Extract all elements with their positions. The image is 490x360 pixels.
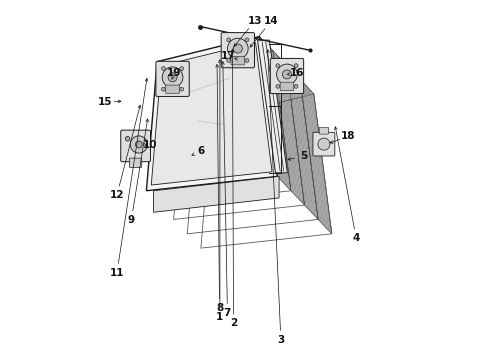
FancyBboxPatch shape	[156, 61, 189, 96]
Circle shape	[245, 38, 249, 42]
Circle shape	[277, 64, 297, 85]
Text: 12: 12	[110, 190, 124, 200]
Circle shape	[227, 38, 248, 59]
Text: 5: 5	[300, 151, 307, 161]
Polygon shape	[147, 37, 277, 191]
Polygon shape	[259, 37, 291, 191]
Text: 8: 8	[216, 303, 223, 313]
Polygon shape	[153, 176, 279, 212]
Text: 16: 16	[290, 68, 304, 78]
Text: 3: 3	[277, 334, 285, 345]
Circle shape	[130, 136, 147, 153]
Polygon shape	[184, 65, 300, 105]
Text: 15: 15	[98, 97, 112, 107]
Text: 11: 11	[110, 267, 124, 278]
Polygon shape	[287, 65, 318, 220]
Text: 9: 9	[128, 215, 135, 225]
Text: 4: 4	[352, 233, 360, 243]
FancyBboxPatch shape	[221, 33, 254, 68]
Circle shape	[180, 67, 184, 71]
Circle shape	[245, 59, 249, 62]
FancyBboxPatch shape	[231, 57, 245, 65]
Circle shape	[318, 138, 330, 150]
Circle shape	[125, 136, 130, 141]
FancyBboxPatch shape	[319, 127, 329, 134]
Text: 13: 13	[247, 17, 262, 27]
Polygon shape	[171, 51, 287, 90]
FancyBboxPatch shape	[280, 82, 294, 91]
Text: 2: 2	[230, 319, 237, 328]
FancyBboxPatch shape	[313, 132, 335, 156]
Polygon shape	[258, 40, 287, 173]
FancyBboxPatch shape	[121, 130, 150, 162]
Circle shape	[233, 44, 243, 53]
Circle shape	[162, 87, 165, 91]
Circle shape	[276, 64, 280, 68]
Text: 17: 17	[221, 51, 236, 61]
Text: 14: 14	[264, 17, 278, 27]
Polygon shape	[300, 80, 332, 234]
Text: 7: 7	[224, 308, 231, 318]
Circle shape	[162, 67, 183, 87]
Text: 6: 6	[197, 145, 205, 156]
Circle shape	[135, 141, 142, 148]
FancyBboxPatch shape	[270, 58, 304, 94]
Text: 10: 10	[143, 140, 157, 150]
Text: 1: 1	[216, 312, 223, 322]
Circle shape	[282, 70, 292, 79]
Polygon shape	[157, 37, 273, 76]
FancyBboxPatch shape	[129, 158, 142, 167]
Text: 19: 19	[167, 68, 181, 78]
Circle shape	[294, 64, 298, 68]
Text: 18: 18	[341, 131, 356, 141]
Circle shape	[168, 73, 177, 82]
Polygon shape	[198, 80, 314, 119]
Polygon shape	[151, 43, 272, 185]
Circle shape	[162, 67, 165, 71]
FancyBboxPatch shape	[166, 85, 179, 94]
Circle shape	[227, 38, 231, 42]
Circle shape	[227, 59, 231, 62]
Circle shape	[276, 84, 280, 88]
Circle shape	[180, 87, 184, 91]
Polygon shape	[273, 51, 304, 205]
Circle shape	[294, 84, 298, 88]
